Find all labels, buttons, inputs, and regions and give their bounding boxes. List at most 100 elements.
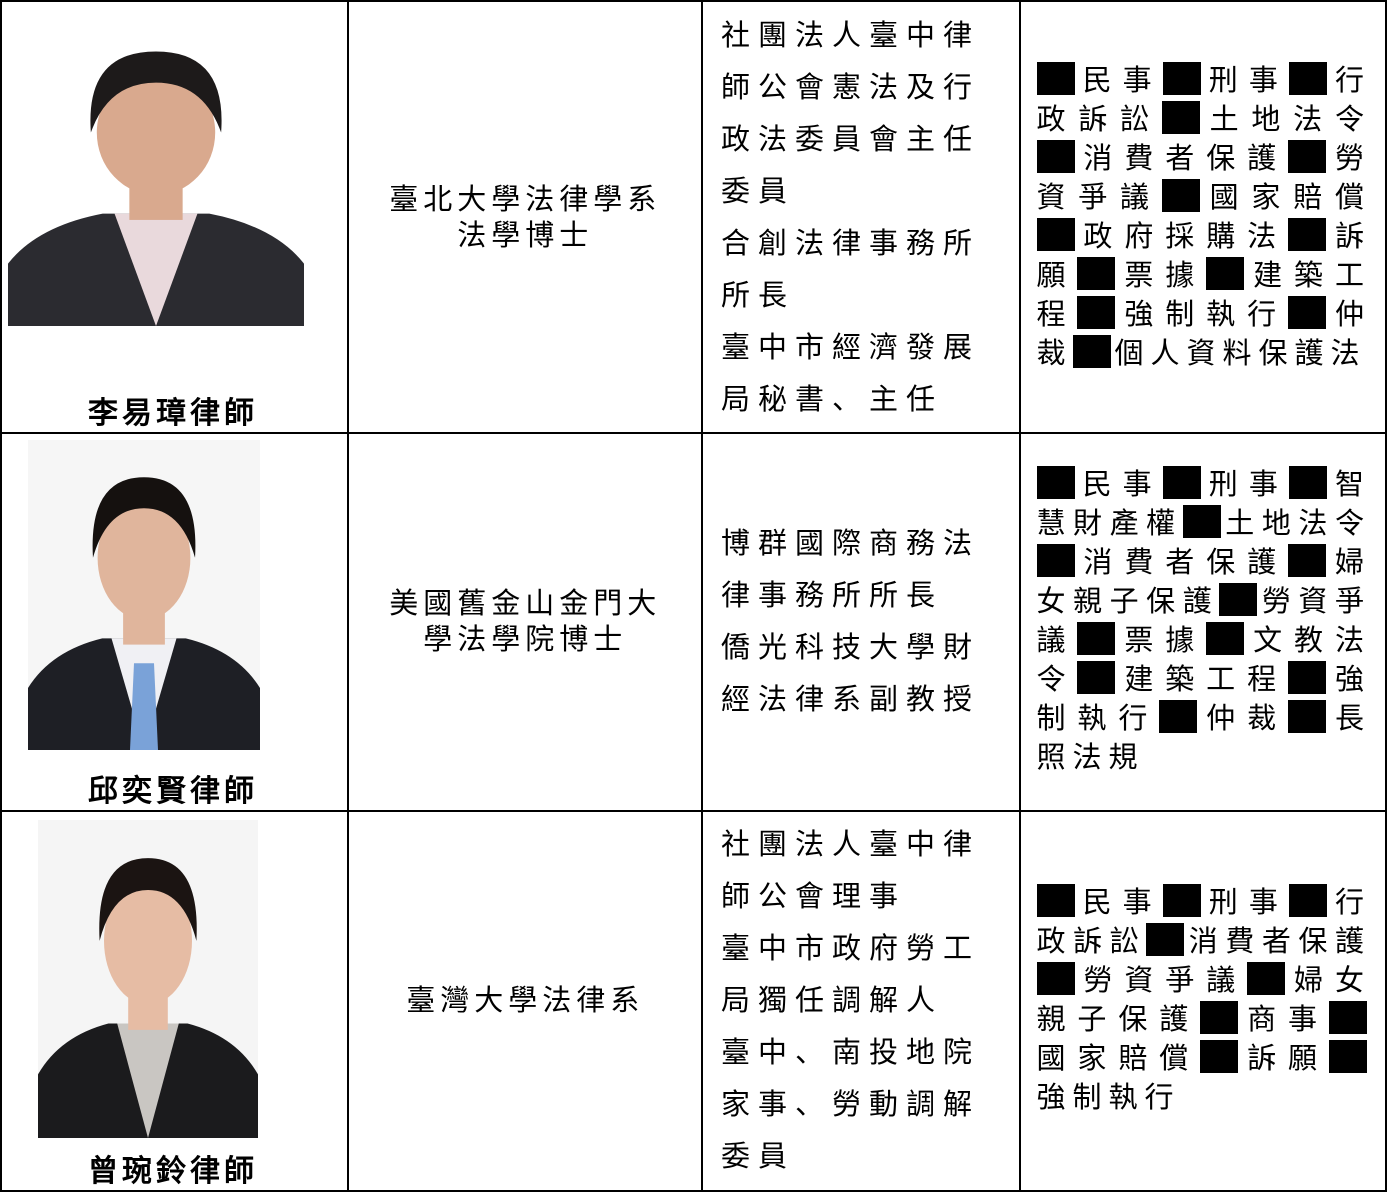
- education-line: 臺灣大學法律系: [406, 983, 645, 1017]
- photo-cell: 邱奕賢律師: [0, 432, 347, 810]
- specialty-cell: 民事 刑事 行政訴訟 消費者保護勞資爭議 婦女親子保護 商事國家賠償 訴願強制執行: [1018, 810, 1387, 1190]
- specialty: 建築工程: [1119, 662, 1289, 696]
- specialty-cell: 民事 刑事 行政訴訟 土地法令消費者保護 勞資爭議 國家賠償政府採購法 訴願 票據 建築工程 強制…: [1018, 2, 1387, 432]
- education-line: 法學博士: [457, 218, 594, 252]
- specialty: 消費者保護: [1188, 924, 1371, 958]
- experience-item: 社團法人臺中律師公會憲法及行政法委員會主任委員: [720, 18, 980, 208]
- specialty: 政府採購法: [1078, 219, 1289, 253]
- table-row: 李易璋律師 臺北大學法律學系 法學博士 社團法人臺中律師公會憲法及行政法委員會主任委員…: [0, 0, 1387, 434]
- check-mark: [1161, 179, 1200, 212]
- check-mark: [1288, 700, 1327, 733]
- check-mark: [1162, 466, 1201, 499]
- specialty: 票據: [1119, 623, 1207, 657]
- lawyer-name: 李易璋律師: [88, 396, 258, 431]
- experience-item: 博群國際商務法律事務所所長: [720, 526, 980, 612]
- experience-item: 合創法律事務所所長: [720, 226, 980, 312]
- check-mark: [1159, 700, 1198, 733]
- check-mark: [1200, 1001, 1239, 1034]
- specialty: 刑事: [1204, 63, 1289, 97]
- lawyer-name: 曾琬鈴律師: [88, 1154, 258, 1189]
- experience-item: 臺中、南投地院家事、勞動調解委員: [720, 1035, 980, 1173]
- specialty: 強制執行: [1036, 1080, 1181, 1114]
- portrait-photo: [8, 14, 304, 326]
- photo-cell: 李易璋律師: [0, 2, 347, 432]
- specialty: 土地法令: [1224, 506, 1371, 540]
- check-mark: [1219, 583, 1258, 616]
- education-line: 美國舊金山金門大: [389, 586, 662, 620]
- specialty: 土地法令: [1203, 102, 1371, 136]
- portrait-photo: [28, 440, 260, 750]
- check-mark: [1162, 884, 1201, 917]
- lawyer-name: 邱奕賢律師: [88, 774, 258, 809]
- specialty: 文教法令: [1036, 623, 1371, 696]
- check-mark: [1077, 296, 1116, 329]
- check-mark: [1288, 218, 1327, 251]
- experience-item: 臺中市政府勞工局獨任調解人: [720, 931, 980, 1017]
- check-mark: [1077, 257, 1116, 290]
- specialty: 個人資料保護法: [1114, 336, 1367, 370]
- specialty: 勞資爭議: [1036, 141, 1371, 214]
- check-mark: [1036, 544, 1075, 577]
- check-mark: [1072, 335, 1111, 368]
- specialty: 訴願: [1036, 219, 1371, 292]
- experience-item: 社團法人臺中律師公會理事: [720, 827, 980, 913]
- specialty: 建築工程: [1036, 258, 1371, 331]
- specialty: 訴願: [1242, 1041, 1329, 1075]
- check-mark: [1036, 62, 1075, 95]
- check-mark: [1288, 466, 1327, 499]
- check-mark: [1036, 884, 1075, 917]
- specialty: 國家賠償: [1203, 180, 1371, 214]
- specialty: 消費者保護: [1078, 141, 1289, 175]
- specialty: 刑事: [1204, 885, 1289, 919]
- specialty: 長照法規: [1036, 701, 1371, 774]
- check-mark: [1077, 661, 1116, 694]
- check-mark: [1200, 1040, 1239, 1073]
- specialty: 商事: [1242, 1002, 1329, 1036]
- specialty-cell: 民事 刑事 智慧財產權 土地法令消費者保護 婦女親子保護 勞資爭議 票據 文教法令 建築工程 強制…: [1018, 432, 1387, 810]
- table-row: 邱奕賢律師 美國舊金山金門大 學法學院博士 博群國際商務法律事務所所長 僑光科技大學財經…: [0, 432, 1387, 812]
- specialty: 仲裁: [1036, 297, 1371, 370]
- check-mark: [1288, 884, 1327, 917]
- check-mark: [1036, 962, 1075, 995]
- check-mark: [1146, 923, 1185, 956]
- check-mark: [1162, 62, 1201, 95]
- check-mark: [1182, 505, 1221, 538]
- specialty: 行政訴訟: [1036, 885, 1371, 958]
- check-mark: [1206, 622, 1245, 655]
- specialty: 強制執行: [1119, 297, 1289, 331]
- table-row: 曾琬鈴律師 臺灣大學法律系 社團法人臺中律師公會理事 臺中市政府勞工局獨任調解人臺中、…: [0, 810, 1387, 1192]
- education-cell: 臺北大學法律學系 法學博士: [347, 2, 700, 432]
- specialty-list: 民事 刑事 智慧財產權 土地法令消費者保護 婦女親子保護 勞資爭議 票據 文教法令 建築工程 強制…: [1036, 465, 1371, 777]
- specialty: 票據: [1119, 258, 1207, 292]
- specialty-list: 民事 刑事 行政訴訟 消費者保護勞資爭議 婦女親子保護 商事國家賠償 訴願強制執行: [1036, 883, 1371, 1117]
- check-mark: [1247, 962, 1286, 995]
- check-mark: [1328, 1001, 1367, 1034]
- check-mark: [1161, 101, 1200, 134]
- photo-cell: 曾琬鈴律師: [0, 810, 347, 1190]
- specialty: 民事: [1078, 63, 1163, 97]
- specialty: 勞資爭議: [1036, 584, 1371, 657]
- experience-item: 臺中市經濟發展局秘書、主任: [720, 330, 980, 416]
- check-mark: [1036, 466, 1075, 499]
- check-mark: [1288, 140, 1327, 173]
- specialty: 刑事: [1204, 467, 1289, 501]
- specialty: 仲裁: [1201, 701, 1289, 735]
- check-mark: [1288, 296, 1327, 329]
- check-mark: [1288, 544, 1327, 577]
- check-mark: [1036, 218, 1075, 251]
- specialty: 強制執行: [1036, 662, 1371, 735]
- specialty: 勞資爭議: [1078, 963, 1248, 997]
- specialty: 消費者保護: [1078, 545, 1289, 579]
- specialty: 智慧財產權: [1036, 467, 1371, 540]
- specialty: 婦女親子保護: [1036, 545, 1371, 618]
- check-mark: [1036, 140, 1075, 173]
- experience-item: 僑光科技大學財經法律系副教授: [720, 630, 980, 716]
- portrait-photo: [38, 820, 258, 1138]
- check-mark: [1288, 661, 1327, 694]
- specialty-list: 民事 刑事 行政訴訟 土地法令消費者保護 勞資爭議 國家賠償政府採購法 訴願 票據 建築工程 強制…: [1036, 61, 1371, 373]
- education-line: 學法學院博士: [423, 622, 628, 656]
- specialty: 行政訴訟: [1036, 63, 1371, 136]
- specialty: 民事: [1078, 885, 1163, 919]
- experience-cell: 社團法人臺中律師公會憲法及行政法委員會主任委員合創法律事務所所長 臺中市經濟發展局…: [700, 2, 1019, 432]
